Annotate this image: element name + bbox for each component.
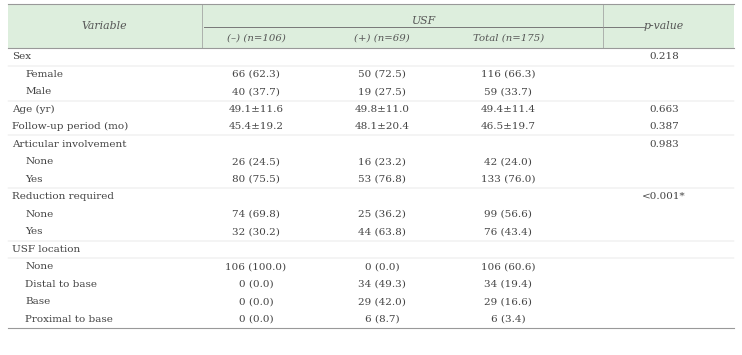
Text: 6 (8.7): 6 (8.7) [365,315,399,324]
Text: Sex: Sex [12,52,31,61]
Text: 40 (37.7): 40 (37.7) [232,87,280,96]
Text: Base: Base [25,297,50,306]
Text: 44 (63.8): 44 (63.8) [358,227,406,236]
Text: USF location: USF location [12,245,80,254]
Text: 0.983: 0.983 [649,140,679,149]
Text: Yes: Yes [25,175,43,184]
Text: 34 (49.3): 34 (49.3) [358,280,406,289]
Text: Male: Male [25,87,52,96]
Text: 116 (66.3): 116 (66.3) [481,70,536,79]
Text: Female: Female [25,70,63,79]
Text: 0 (0.0): 0 (0.0) [365,262,399,271]
Text: 80 (75.5): 80 (75.5) [232,175,280,184]
Text: None: None [25,262,53,271]
Text: Follow-up period (mo): Follow-up period (mo) [12,122,128,131]
Text: 45.4±19.2: 45.4±19.2 [229,122,283,131]
Text: 50 (72.5): 50 (72.5) [358,70,406,79]
Text: 26 (24.5): 26 (24.5) [232,157,280,166]
Text: 0.218: 0.218 [649,52,679,61]
Text: Proximal to base: Proximal to base [25,315,114,324]
Text: 29 (42.0): 29 (42.0) [358,297,406,306]
Text: 49.8±11.0: 49.8±11.0 [355,105,410,114]
Text: 74 (69.8): 74 (69.8) [232,210,280,219]
Text: 0 (0.0): 0 (0.0) [239,315,273,324]
Text: 46.5±19.7: 46.5±19.7 [481,122,536,131]
Text: 53 (76.8): 53 (76.8) [358,175,406,184]
Text: 133 (76.0): 133 (76.0) [481,175,536,184]
Text: 29 (16.6): 29 (16.6) [485,297,532,306]
Text: USF: USF [412,16,436,26]
Text: 66 (62.3): 66 (62.3) [232,70,280,79]
Text: 49.4±11.4: 49.4±11.4 [481,105,536,114]
Text: Articular involvement: Articular involvement [12,140,126,149]
Text: 25 (36.2): 25 (36.2) [358,210,406,219]
Text: Age (yr): Age (yr) [12,105,55,114]
Text: 34 (19.4): 34 (19.4) [485,280,532,289]
Text: 19 (27.5): 19 (27.5) [358,87,406,96]
Text: None: None [25,157,53,166]
Text: Variable: Variable [81,21,127,31]
Text: Yes: Yes [25,227,43,236]
Text: 32 (30.2): 32 (30.2) [232,227,280,236]
Text: (–) (n=106): (–) (n=106) [226,34,286,43]
Text: <0.001*: <0.001* [643,192,686,201]
Text: 106 (100.0): 106 (100.0) [226,262,286,271]
Text: (+) (n=69): (+) (n=69) [354,34,410,43]
Text: 16 (23.2): 16 (23.2) [358,157,406,166]
Text: 106 (60.6): 106 (60.6) [481,262,536,271]
Text: 99 (56.6): 99 (56.6) [485,210,532,219]
Bar [8,4,734,48]
Text: 59 (33.7): 59 (33.7) [485,87,532,96]
Text: 0.387: 0.387 [649,122,679,131]
Text: None: None [25,210,53,219]
Text: 6 (3.4): 6 (3.4) [491,315,525,324]
Text: 48.1±20.4: 48.1±20.4 [355,122,410,131]
Text: 49.1±11.6: 49.1±11.6 [229,105,283,114]
Text: 42 (24.0): 42 (24.0) [485,157,532,166]
Text: Total (n=175): Total (n=175) [473,34,544,43]
Text: 76 (43.4): 76 (43.4) [485,227,532,236]
Text: 0.663: 0.663 [649,105,679,114]
Text: Distal to base: Distal to base [25,280,97,289]
Text: Reduction required: Reduction required [12,192,114,201]
Text: p-value: p-value [644,21,684,31]
Text: 0 (0.0): 0 (0.0) [239,280,273,289]
Text: 0 (0.0): 0 (0.0) [239,297,273,306]
